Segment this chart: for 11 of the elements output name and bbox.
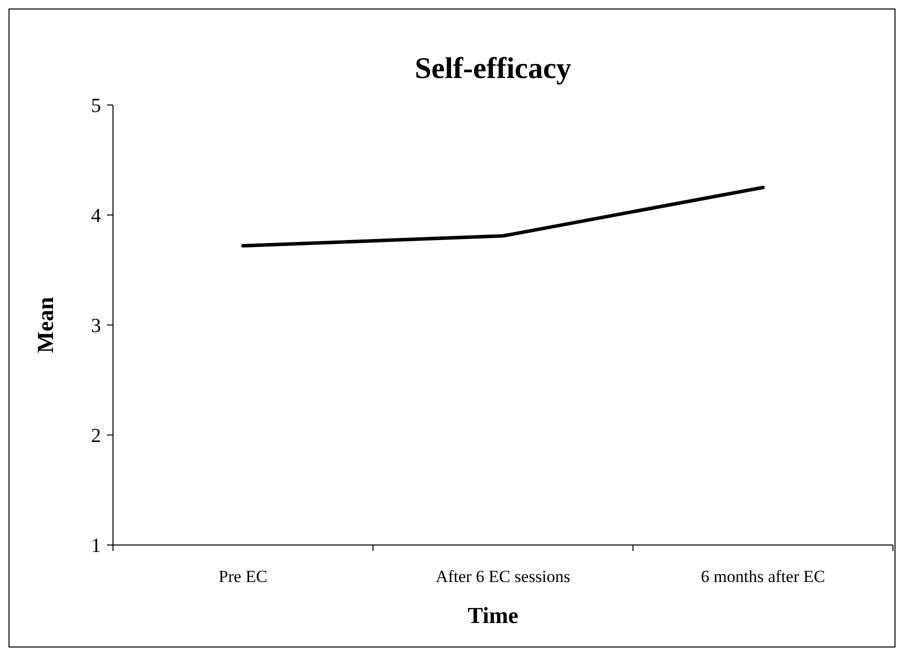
- y-tick-label: 5: [91, 95, 101, 117]
- y-tick-label: 2: [91, 425, 101, 447]
- y-axis-title: Mean: [33, 296, 58, 354]
- y-tick-label: 1: [91, 535, 101, 557]
- chart-title: Self-efficacy: [414, 52, 572, 85]
- x-tick-label: After 6 EC sessions: [436, 567, 570, 586]
- y-tick-label: 3: [91, 315, 101, 337]
- x-tick-label: Pre EC: [218, 567, 268, 586]
- x-tick-label: 6 months after EC: [700, 567, 826, 586]
- x-axis-title: Time: [468, 603, 518, 628]
- y-tick-label: 4: [91, 205, 101, 227]
